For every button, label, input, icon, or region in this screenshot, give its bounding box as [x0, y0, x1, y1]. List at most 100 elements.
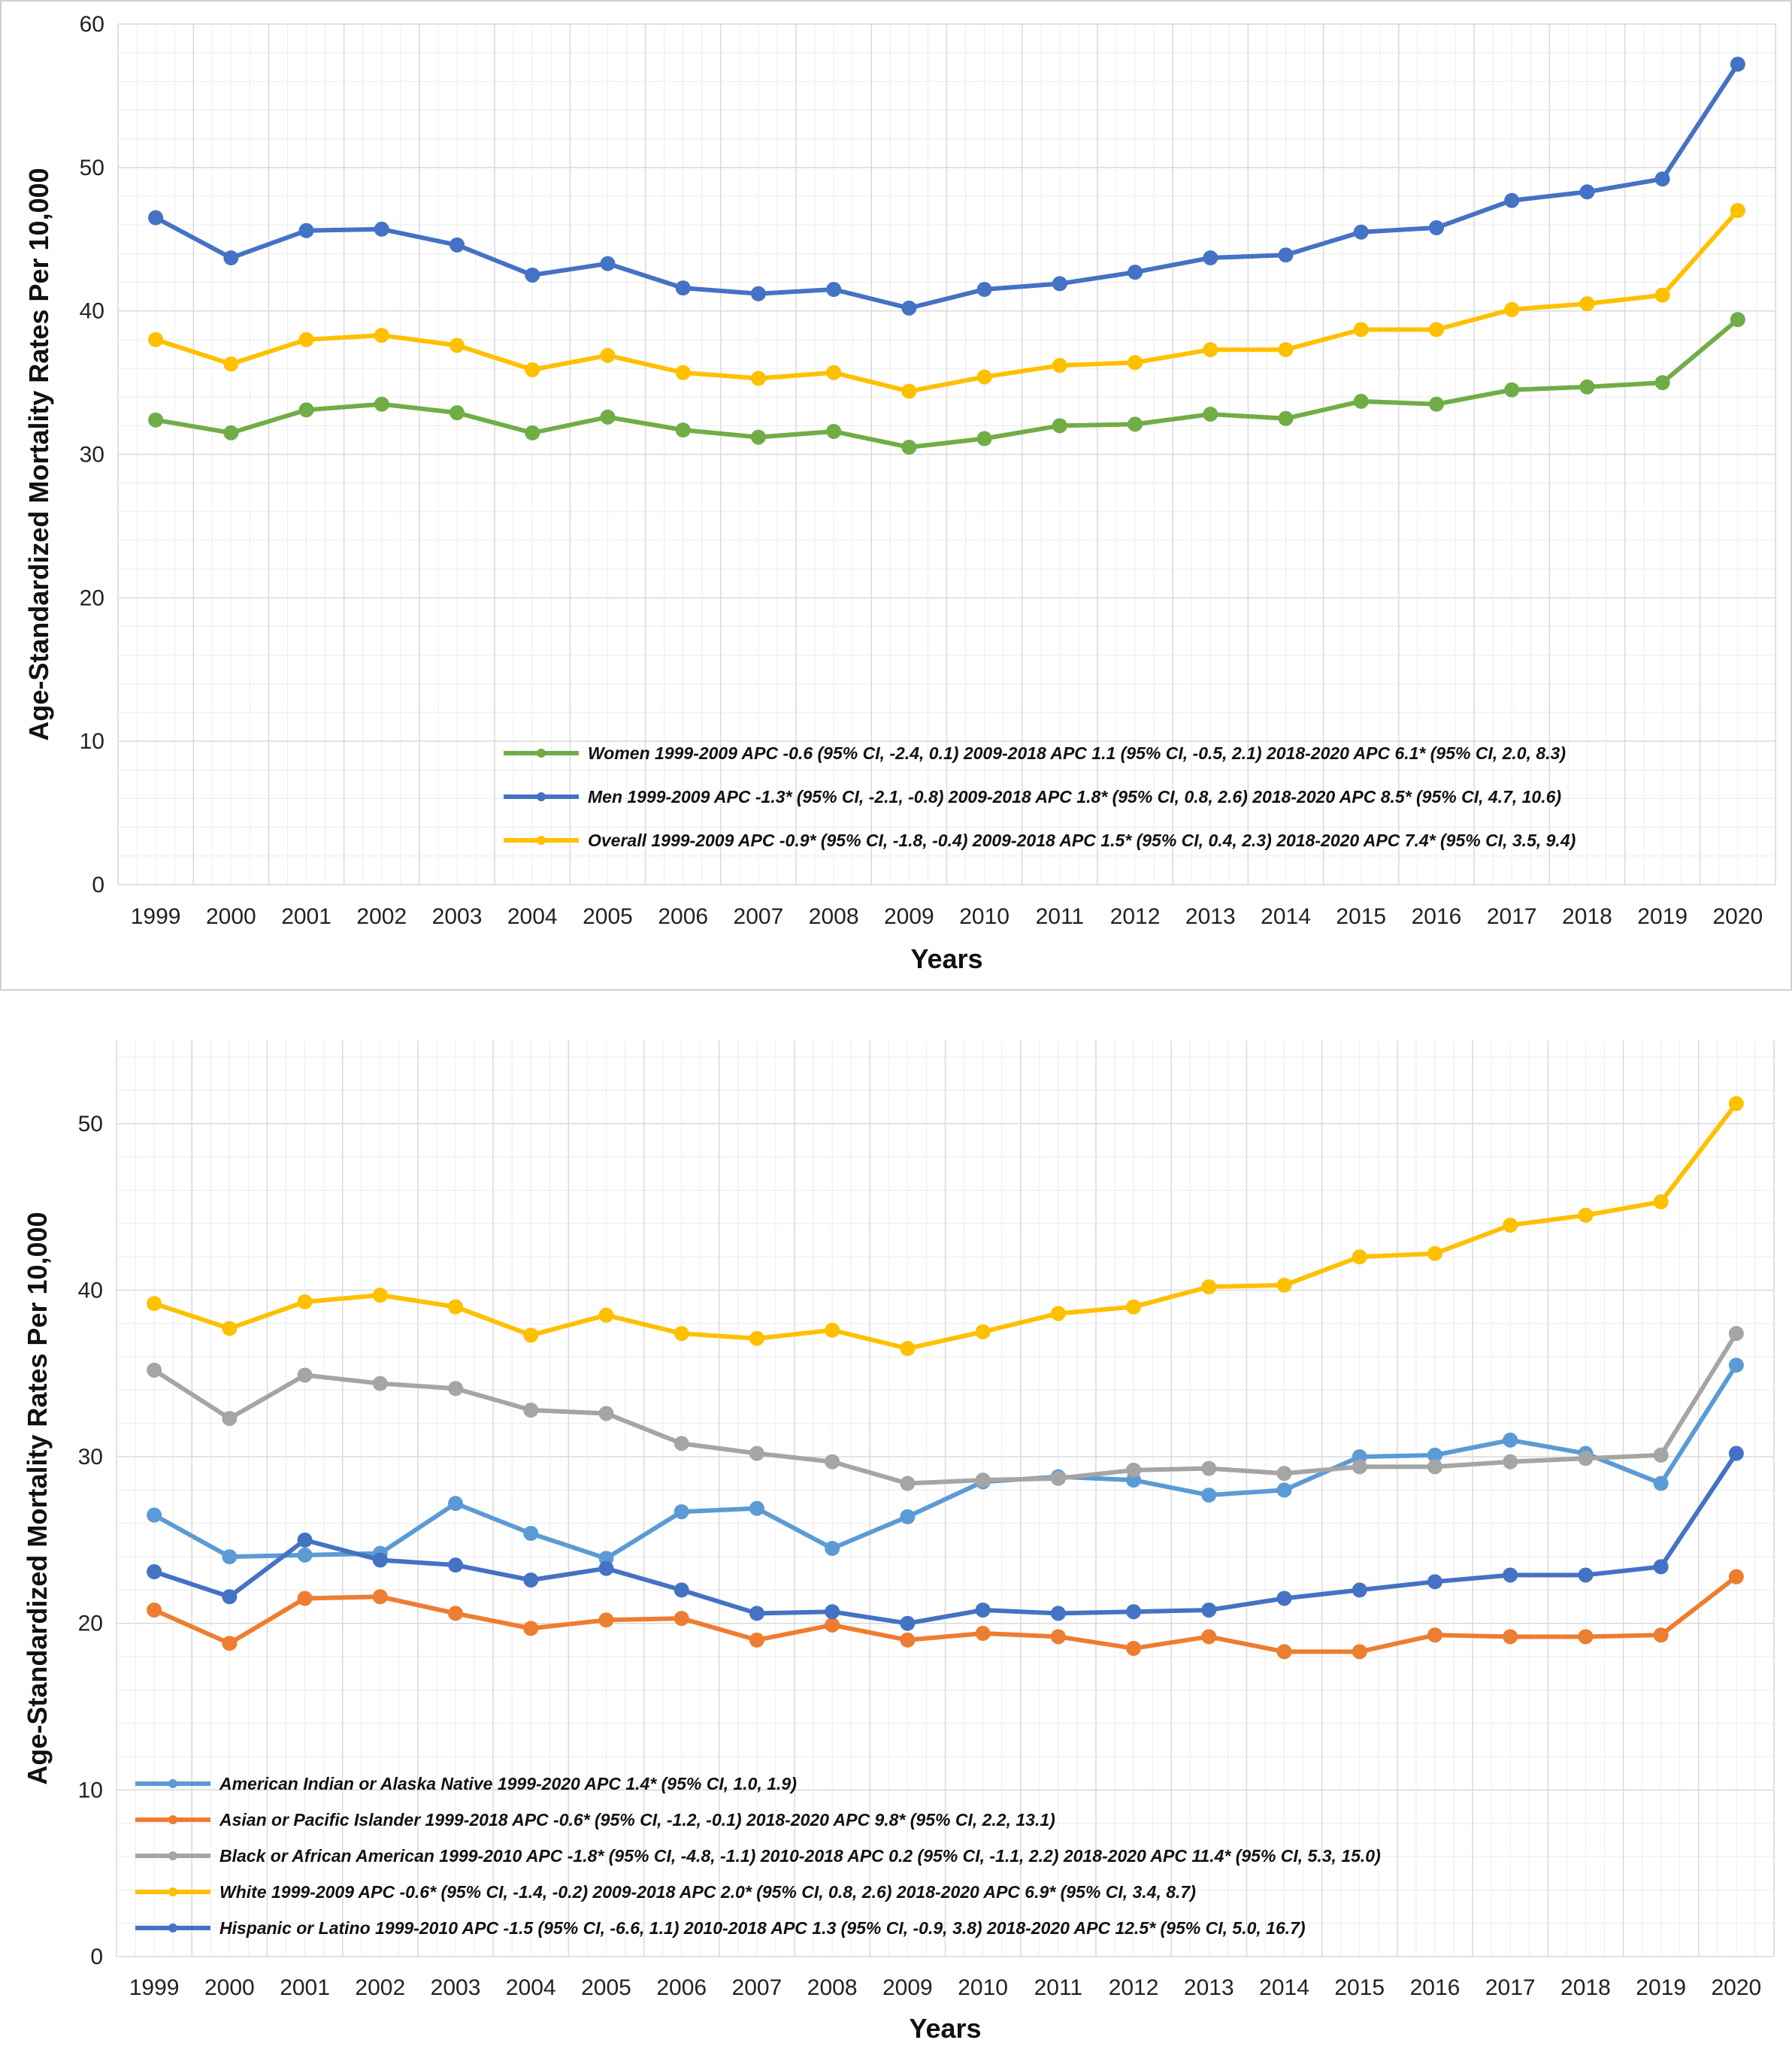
x-tick-label: 2017 [1485, 1975, 1536, 2000]
data-point [1728, 1569, 1744, 1584]
data-point [1654, 287, 1670, 303]
x-tick-label: 2003 [431, 1975, 481, 2000]
series-line [152, 1101, 1739, 1351]
data-point [1578, 1629, 1594, 1645]
data-point [1427, 1245, 1442, 1261]
series-line [153, 62, 1740, 310]
data-point [223, 356, 239, 372]
data-point [825, 1604, 840, 1620]
data-point [1427, 1447, 1442, 1463]
data-point [975, 1324, 991, 1339]
x-tick-label: 2015 [1336, 904, 1386, 929]
legend-item: Overall 1999-2009 APC -0.9* (95% CI, -1.… [504, 831, 1576, 850]
data-point [1578, 1451, 1594, 1466]
data-point [450, 337, 465, 353]
x-tick-label: 2002 [355, 1975, 405, 2000]
x-tick-label: 2005 [583, 904, 633, 929]
data-point [1052, 276, 1067, 292]
legend-item: Asian or Pacific Islander 1999-2018 APC … [135, 1810, 1055, 1830]
series-1 [148, 56, 1745, 316]
legend-label: Women 1999-2009 APC -0.6 (95% CI, -2.4, … [588, 743, 1566, 763]
data-point [372, 1376, 388, 1391]
series-3 [147, 1096, 1744, 1357]
series-line [153, 208, 1740, 394]
data-point [525, 362, 540, 377]
data-point [1353, 322, 1369, 337]
series-2 [148, 203, 1745, 399]
data-point [900, 1615, 916, 1631]
data-point [598, 1406, 614, 1421]
data-point [450, 237, 465, 253]
data-point [598, 1612, 614, 1628]
data-point [523, 1572, 539, 1588]
data-point [523, 1526, 539, 1542]
data-point [1730, 312, 1745, 328]
y-axis-title: Age-Standardized Mortality Rates Per 10,… [22, 1212, 53, 1784]
data-point [147, 1564, 162, 1580]
data-point [1427, 1459, 1442, 1475]
data-point [1201, 1629, 1217, 1645]
y-tick-label: 40 [80, 299, 104, 324]
data-point [1201, 1279, 1217, 1295]
data-point [448, 1496, 464, 1512]
data-point [1353, 224, 1369, 240]
data-point [525, 267, 540, 283]
data-point [1653, 1194, 1669, 1209]
data-point [600, 347, 616, 363]
x-tick-label: 2020 [1713, 904, 1763, 929]
data-point [1653, 1475, 1669, 1491]
mortality-by-race-plot: 0 10 20 30 40 50 1999 2000 2001 2002 2003 2004 2005 2… [22, 1040, 1775, 2044]
data-point [1050, 1306, 1066, 1321]
legend-item: American Indian or Alaska Native 1999-20… [135, 1774, 797, 1793]
mortality-by-sex-chart: 0 10 20 30 40 50 60 1999 2000 2001 2002 2003 2004 200… [0, 0, 1792, 991]
y-tick-label: 10 [78, 1778, 103, 1802]
data-point [372, 1288, 388, 1303]
data-point [1050, 1470, 1066, 1486]
data-point [674, 1436, 689, 1451]
data-point [1728, 1445, 1744, 1461]
data-point [976, 282, 992, 298]
series-line [152, 1574, 1739, 1654]
series-line [152, 1363, 1739, 1561]
data-point [900, 1632, 916, 1648]
mortality-by-sex-plot: 0 10 20 30 40 50 60 1999 2000 2001 2002 2003 2004 200… [23, 12, 1776, 974]
data-point [523, 1327, 539, 1343]
x-tick-label: 2007 [732, 1975, 782, 2000]
series-1 [147, 1569, 1744, 1660]
data-point [1276, 1277, 1292, 1293]
data-point [749, 1632, 764, 1648]
data-point [298, 331, 314, 347]
x-tick-label: 1999 [129, 1975, 180, 2000]
x-tick-label: 2001 [281, 904, 331, 929]
series-line [152, 1331, 1739, 1486]
data-point [297, 1294, 313, 1309]
data-point [1050, 1606, 1066, 1621]
legend-label: Black or African American 1999-2010 APC … [219, 1846, 1381, 1866]
data-point [675, 280, 691, 296]
y-axis-title: Age-Standardized Mortality Rates Per 10,… [23, 168, 54, 740]
legend-label: White 1999-2009 APC -0.6* (95% CI, -1.4,… [219, 1882, 1196, 1902]
data-point [900, 1475, 916, 1491]
legend-marker [168, 1815, 177, 1824]
data-point [900, 1341, 916, 1357]
legend-marker [168, 1779, 177, 1788]
x-tick-label: 2020 [1712, 1975, 1762, 2000]
x-tick-label: 2019 [1637, 904, 1688, 929]
data-point [147, 1602, 162, 1618]
data-point [825, 1322, 840, 1338]
data-point [448, 1381, 464, 1397]
data-point [372, 1552, 388, 1568]
data-point [674, 1582, 689, 1598]
data-point [1578, 1567, 1594, 1583]
x-tick-label: 2010 [959, 904, 1010, 929]
data-point [674, 1326, 689, 1342]
data-point [1653, 1627, 1669, 1643]
data-point [1653, 1447, 1669, 1463]
data-point [450, 405, 465, 421]
x-tick-label: 2009 [884, 904, 934, 929]
data-point [1126, 1462, 1142, 1478]
data-point [523, 1403, 539, 1418]
grid [117, 23, 1776, 885]
data-point [675, 422, 691, 438]
data-point [976, 369, 992, 385]
